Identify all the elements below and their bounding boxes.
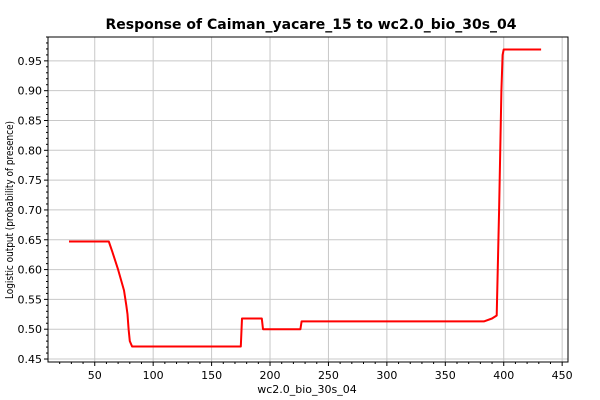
- x-axis-label: wc2.0_bio_30s_04: [257, 383, 357, 396]
- y-tick-label: 0.90: [18, 85, 43, 98]
- grid-layer: [48, 37, 568, 362]
- chart-title: Response of Caiman_yacare_15 to wc2.0_bi…: [105, 17, 516, 33]
- x-tick-label: 350: [435, 369, 456, 382]
- plot-frame: [47, 36, 569, 363]
- x-tick-label: 450: [552, 369, 573, 382]
- y-tick-label: 0.55: [18, 293, 43, 306]
- y-tick-label: 0.45: [18, 353, 43, 366]
- x-tick-label: 50: [88, 369, 102, 382]
- ticks-layer: 50 100 150 200 250 300 350 400 450 0.45 0.50 0.55 0.…: [18, 36, 573, 382]
- x-tick-label: 300: [376, 369, 397, 382]
- y-tick-label: 0.50: [18, 323, 43, 336]
- y-tick-label: 0.75: [18, 174, 43, 187]
- y-tick-label: 0.95: [18, 55, 43, 68]
- y-tick-label: 0.85: [18, 114, 43, 127]
- y-tick-label: 0.65: [18, 234, 43, 247]
- x-tick-label: 100: [143, 369, 164, 382]
- x-tick-label: 200: [260, 369, 281, 382]
- x-tick-label: 150: [201, 369, 222, 382]
- series-layer: [69, 48, 542, 348]
- x-tick-label: 250: [318, 369, 339, 382]
- response-curve: [69, 48, 542, 348]
- y-tick-label: 0.60: [18, 264, 43, 277]
- y-tick-label: 0.70: [18, 204, 43, 217]
- x-tick-label: 400: [493, 369, 514, 382]
- y-tick-label: 0.80: [18, 144, 43, 157]
- y-axis-label: Logistic output (probability of presence…: [3, 121, 16, 299]
